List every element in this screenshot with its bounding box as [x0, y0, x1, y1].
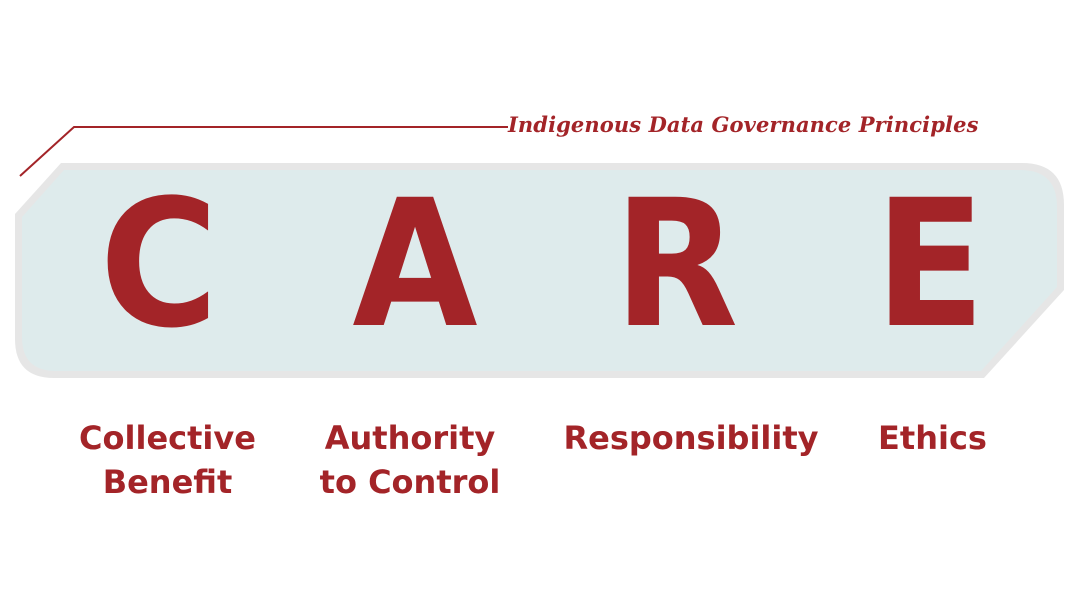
- label-responsibility: Responsibility: [552, 416, 830, 460]
- letter-c: C: [99, 162, 219, 367]
- label-collective-benefit: Collective Benefit: [60, 416, 275, 504]
- letter-a: A: [352, 162, 478, 367]
- label-line: Benefit: [102, 463, 233, 501]
- letters-band: [22, 170, 1057, 371]
- leader-line: [19, 126, 508, 177]
- letter-e: E: [874, 162, 986, 367]
- label-line: Collective: [79, 419, 256, 457]
- label-line: Authority: [324, 419, 496, 457]
- label-line: Responsibility: [563, 419, 819, 457]
- label-line: Ethics: [878, 419, 987, 457]
- subtitle: Indigenous Data Governance Principles: [508, 112, 979, 137]
- label-line: to Control: [319, 463, 501, 501]
- label-authority-to-control: Authority to Control: [310, 416, 510, 504]
- letter-r: R: [613, 162, 739, 367]
- label-ethics: Ethics: [860, 416, 1005, 460]
